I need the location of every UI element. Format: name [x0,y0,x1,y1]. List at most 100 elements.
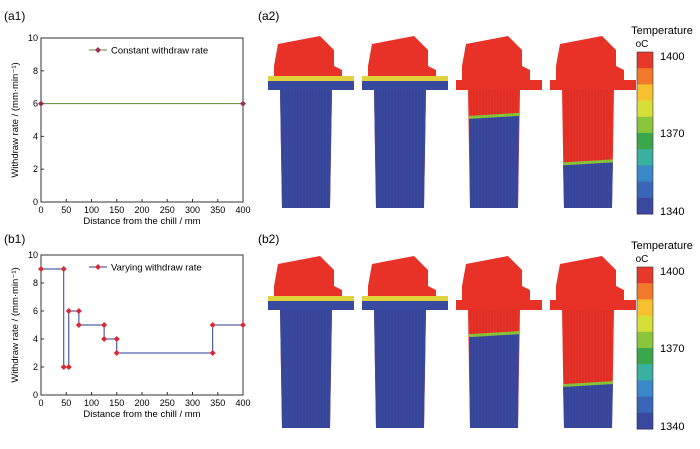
solidification-front [562,159,614,166]
casting-top [462,256,530,302]
colorbar-swatch [637,116,653,134]
colorbar-tick-label: 1370 [660,128,684,140]
casting-top [556,256,624,302]
data-point [209,350,216,356]
data-point [209,322,216,328]
chart-b1: 0 50 100 150 200 250 300 350 400 0 2 4 6 8 10 Distance … [10,250,251,420]
simulation-row-a2 [268,36,636,208]
colorbar-a2: Temperature oC 1400 1370 1340 [631,25,693,218]
colorbar-title: Temperature [631,240,693,252]
colorbar-title: Temperature [631,25,693,37]
cold-zone-body [374,90,426,208]
casting-model [268,256,354,428]
panel-label-a2: (a2) [258,9,279,23]
casting-model [268,36,354,208]
colorbar-swatch [637,181,653,199]
x-tick-label: 250 [160,205,175,215]
cold-zone-body [469,114,519,208]
y-tick-label: 8 [33,66,38,76]
solidification-front [362,296,448,301]
colorbar-tick-label: 1400 [660,51,684,63]
colorbar-swatch [637,197,653,215]
colorbar-tick-label: 1400 [660,266,684,278]
casting-top [274,256,342,302]
data-point [60,266,67,272]
colorbar-swatch [637,412,653,430]
x-tick-label: 350 [210,205,225,215]
cold-zone-body [563,382,613,428]
y-axis-label: Withdraw rate / (mm·min⁻¹) [10,267,21,382]
chart-a1: 0 50 100 150 200 250 300 350 400 0 2 4 6 8 10 Distance … [10,33,251,227]
data-point [101,336,108,342]
y-tick-label: 4 [33,131,38,141]
panel-label-b1: (b1) [4,232,25,246]
data-point [240,322,246,328]
solidification-front [468,112,520,119]
colorbar-swatch [637,165,653,183]
x-axis-label: Distance from the chill / mm [83,409,200,420]
y-axis-label: Withdraw rate / (mm·min⁻¹) [10,62,21,177]
data-point [113,336,120,342]
casting-model [362,256,448,428]
casting-model [456,36,542,208]
casting-platform [456,80,542,90]
colorbar-swatch [637,364,653,381]
colorbar-swatch [637,396,653,414]
data-point [38,100,44,107]
x-tick-label: 200 [134,398,149,408]
x-tick-label: 0 [38,398,43,408]
data-point [75,308,82,314]
data-point [101,322,108,328]
y-tick-label: 8 [33,278,38,288]
casting-model [550,36,636,208]
x-tick-label: 300 [185,398,200,408]
x-tick-label: 50 [61,205,71,215]
colorbar-swatch [637,133,653,150]
x-tick-label: 300 [185,205,200,215]
colorbar-b2: Temperature oC 1400 1370 1340 [631,240,693,433]
x-tick-label: 200 [134,205,149,215]
cold-zone-platform [362,300,448,310]
solidification-front [468,331,520,338]
x-tick-label: 400 [235,398,250,408]
solidification-front [362,76,448,81]
casting-top [462,36,530,82]
solidification-front [268,296,354,301]
colorbar-swatch [637,52,653,69]
solidification-front [268,76,354,81]
cold-zone-body [280,90,332,208]
y-tick-label: 4 [33,334,38,344]
y-tick-label: 0 [33,390,38,400]
data-point [38,266,44,272]
data-point [240,100,246,107]
casting-platform [456,300,542,310]
data-point [60,364,67,370]
legend-marker [95,264,101,270]
colorbar-frame [636,51,654,215]
casting-platform [550,80,636,90]
casting-model [362,36,448,208]
colorbar-swatch [637,84,653,102]
colorbar-tick-label: 1340 [660,206,684,218]
y-tick-label: 6 [33,306,38,316]
x-tick-label: 50 [61,398,71,408]
colorbar-swatch [637,299,653,317]
cold-zone-platform [362,80,448,90]
x-tick-label: 350 [210,398,225,408]
panel-label-b2: (b2) [258,232,279,246]
x-tick-label: 100 [84,205,99,215]
colorbar-tick-label: 1340 [660,421,684,433]
casting-top [274,36,342,82]
legend-label: Varying withdraw rate [111,263,202,274]
data-point [113,350,120,356]
casting-top [368,256,436,302]
colorbar-swatch [637,267,653,284]
legend-marker [95,47,101,53]
colorbar-swatch [637,315,653,333]
casting-model [550,256,636,428]
y-tick-label: 2 [33,164,38,174]
cold-zone-body [563,160,613,208]
cold-zone-platform [268,80,354,90]
colorbar-swatch [637,149,653,166]
x-axis-label: Distance from the chill / mm [83,216,200,227]
